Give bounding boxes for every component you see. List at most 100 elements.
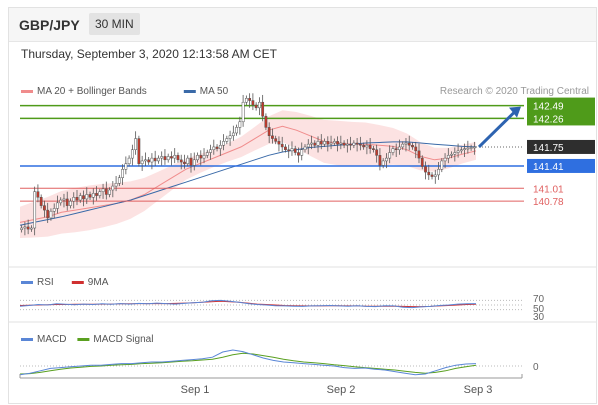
- candle-body: [313, 142, 317, 146]
- level-label-resistance: 142.49: [533, 102, 564, 113]
- candle-body: [261, 101, 265, 117]
- candle-body: [228, 135, 232, 139]
- forecast-arrow-shaft: [477, 110, 517, 149]
- candle-body: [456, 150, 460, 153]
- legend-label: 9MA: [88, 277, 109, 288]
- candle-body: [209, 149, 212, 153]
- bollinger-band: [20, 110, 476, 239]
- candle-body: [212, 146, 216, 150]
- candle-body: [417, 150, 421, 159]
- candle-body: [407, 142, 411, 146]
- candle-body: [267, 127, 271, 137]
- candle-body: [450, 153, 453, 156]
- candle-body: [69, 200, 72, 206]
- candle-body: [336, 141, 339, 145]
- candle-body: [358, 143, 362, 146]
- candle-body: [375, 149, 379, 156]
- candle-body: [443, 157, 447, 162]
- candle-body: [349, 143, 352, 146]
- candle-body: [222, 141, 225, 146]
- candle-body: [469, 147, 473, 149]
- candle-body: [170, 156, 173, 159]
- candle-body: [130, 149, 134, 159]
- candle-body: [157, 157, 160, 162]
- candle-body: [430, 174, 434, 177]
- candle-body: [310, 142, 313, 145]
- candle-body: [179, 159, 183, 163]
- candle-body: [293, 148, 297, 153]
- chart-datetime: Thursday, September 3, 2020 12:13:58 AM …: [21, 47, 277, 61]
- candle-body: [43, 205, 46, 211]
- candle-body: [352, 142, 356, 146]
- candle-body: [150, 157, 154, 163]
- macd-line: [19, 349, 477, 376]
- candle-body: [274, 138, 278, 142]
- resistance-label-box: [527, 97, 595, 126]
- candle-body: [59, 199, 63, 204]
- legend-swatch: [77, 338, 90, 341]
- candle-body: [199, 155, 203, 159]
- candle-body: [65, 198, 69, 206]
- candle-body: [326, 141, 330, 145]
- candle-body: [329, 142, 333, 145]
- candle-body: [433, 174, 437, 177]
- candle-body: [98, 191, 102, 196]
- timeframe-badge[interactable]: 30 MIN: [89, 13, 140, 35]
- candle-body: [277, 141, 281, 145]
- candle-body: [391, 148, 395, 153]
- candle-body: [244, 98, 248, 103]
- x-tick-label: Sep 2: [327, 384, 356, 396]
- candle-body: [225, 138, 229, 142]
- candle-body: [215, 146, 219, 149]
- candle-body: [287, 149, 291, 152]
- legend-swatch: [21, 281, 33, 284]
- candle-body: [104, 188, 108, 195]
- candle-body: [251, 100, 255, 106]
- candle-body: [137, 138, 141, 164]
- legend-label: RSI: [37, 277, 54, 288]
- candle-body: [147, 159, 151, 163]
- legend-label: MA 20 + Bollinger Bands: [37, 86, 147, 97]
- candle-body: [85, 194, 89, 200]
- currency-pair-title: GBP/JPY: [19, 17, 80, 33]
- candle-body: [78, 195, 82, 201]
- candle-body: [394, 148, 398, 150]
- candle-body: [114, 183, 118, 187]
- candle-body: [385, 157, 388, 162]
- candle-body: [196, 155, 199, 161]
- candle-body: [427, 171, 431, 176]
- macd-tick: 0: [533, 362, 539, 373]
- candle-body: [365, 145, 369, 148]
- candle-body: [332, 141, 336, 144]
- candle-body: [95, 193, 98, 196]
- candle-body: [398, 146, 401, 150]
- candle-body: [437, 169, 440, 176]
- forecast-arrow-head: [509, 106, 521, 118]
- candle-body: [345, 143, 349, 146]
- candle-body: [108, 189, 111, 195]
- candle-body: [75, 197, 79, 201]
- rsi-tick: 50: [533, 304, 545, 315]
- candle-body: [271, 135, 274, 139]
- candle-body: [368, 145, 372, 149]
- candle-body: [248, 98, 252, 101]
- candle-body: [339, 142, 343, 145]
- candle-body: [49, 210, 53, 219]
- candle-body: [91, 193, 95, 198]
- candle-body: [453, 152, 457, 155]
- candle-body: [459, 149, 463, 152]
- candle-body: [56, 202, 59, 209]
- candle-body: [466, 147, 470, 150]
- candle-body: [424, 166, 427, 173]
- legend-swatch: [183, 90, 196, 93]
- candle-body: [134, 138, 138, 150]
- candle-body: [39, 197, 43, 206]
- candle-body: [264, 115, 268, 128]
- candle-body: [189, 157, 193, 166]
- candle-body: [101, 188, 105, 192]
- candle-body: [414, 146, 418, 152]
- candle-body: [160, 156, 164, 159]
- candle-body: [362, 145, 366, 148]
- candle-body: [186, 157, 190, 164]
